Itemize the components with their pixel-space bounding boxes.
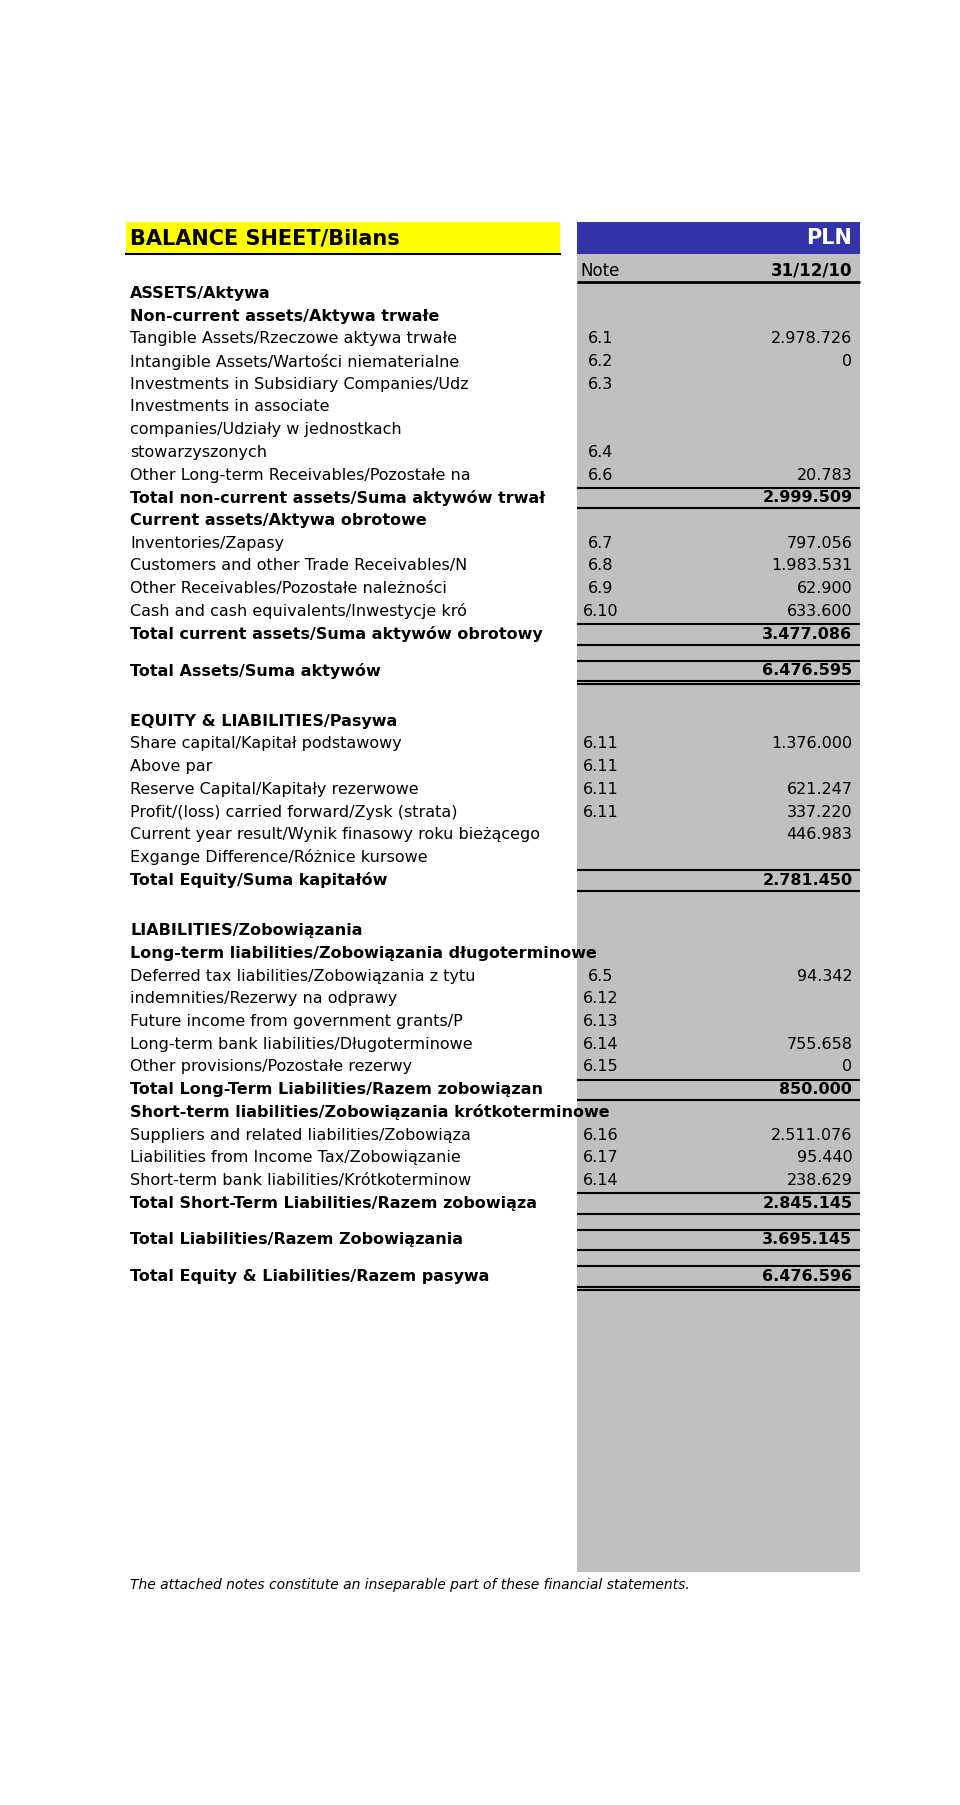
Text: Total non-current assets/Suma aktywów trwał: Total non-current assets/Suma aktywów tr… bbox=[130, 489, 545, 505]
Text: 2.781.450: 2.781.450 bbox=[762, 872, 852, 888]
Text: 31/12/10: 31/12/10 bbox=[771, 262, 852, 280]
Text: Tangible Assets/Rzeczowe aktywa trwałe: Tangible Assets/Rzeczowe aktywa trwałe bbox=[130, 332, 457, 347]
Text: 6.7: 6.7 bbox=[588, 536, 613, 551]
Text: 0: 0 bbox=[842, 1060, 852, 1074]
Text: Other Long-term Receivables/Pozostałe na: Other Long-term Receivables/Pozostałe na bbox=[130, 467, 470, 482]
Text: Short-term liabilities/Zobowiązania krótkoterminowe: Short-term liabilities/Zobowiązania krót… bbox=[130, 1105, 610, 1121]
Text: 6.476.596: 6.476.596 bbox=[762, 1269, 852, 1283]
Text: Intangible Assets/Wartości niematerialne: Intangible Assets/Wartości niematerialne bbox=[130, 354, 459, 370]
Bar bbox=[577, 255, 860, 1572]
Text: 3.695.145: 3.695.145 bbox=[762, 1233, 852, 1247]
Text: Investments in Subsidiary Companies/Udz: Investments in Subsidiary Companies/Udz bbox=[130, 377, 468, 392]
Text: Current assets/Aktywa obrotowe: Current assets/Aktywa obrotowe bbox=[130, 513, 427, 529]
Text: Total Long-Term Liabilities/Razem zobowiązan: Total Long-Term Liabilities/Razem zobowi… bbox=[130, 1081, 543, 1097]
Text: 6.6: 6.6 bbox=[588, 467, 613, 482]
Text: indemnities/Rezerwy na odprawy: indemnities/Rezerwy na odprawy bbox=[130, 991, 397, 1005]
Bar bbox=[577, 222, 860, 255]
Text: 2.845.145: 2.845.145 bbox=[762, 1195, 852, 1211]
Text: 94.342: 94.342 bbox=[797, 969, 852, 984]
Text: Exgange Difference/Różnice kursowe: Exgange Difference/Różnice kursowe bbox=[130, 850, 428, 865]
Text: Long-term bank liabilities/Długoterminowe: Long-term bank liabilities/Długoterminow… bbox=[130, 1036, 472, 1052]
Text: 2.978.726: 2.978.726 bbox=[771, 332, 852, 347]
Text: 850.000: 850.000 bbox=[780, 1081, 852, 1097]
Text: Reserve Capital/Kapitały rezerwowe: Reserve Capital/Kapitały rezerwowe bbox=[130, 782, 419, 796]
Text: The attached notes constitute an inseparable part of these financial statements.: The attached notes constitute an insepar… bbox=[130, 1578, 690, 1592]
Text: 2.999.509: 2.999.509 bbox=[762, 491, 852, 505]
Text: Profit/(loss) carried forward/Zysk (strata): Profit/(loss) carried forward/Zysk (stra… bbox=[130, 805, 458, 819]
Text: 6.14: 6.14 bbox=[583, 1173, 618, 1188]
Text: 6.15: 6.15 bbox=[583, 1060, 618, 1074]
Text: 6.1: 6.1 bbox=[588, 332, 613, 347]
Text: 6.14: 6.14 bbox=[583, 1036, 618, 1052]
Text: 6.11: 6.11 bbox=[583, 805, 618, 819]
Text: Inventories/Zapasy: Inventories/Zapasy bbox=[130, 536, 284, 551]
Text: 6.5: 6.5 bbox=[588, 969, 613, 984]
Text: Total Equity/Suma kapitałów: Total Equity/Suma kapitałów bbox=[130, 872, 388, 888]
Text: BALANCE SHEET/Bilans: BALANCE SHEET/Bilans bbox=[130, 227, 399, 247]
Text: 6.17: 6.17 bbox=[583, 1150, 618, 1166]
Text: companies/Udziały w jednostkach: companies/Udziały w jednostkach bbox=[130, 422, 401, 437]
Text: Suppliers and related liabilities/Zobowiąza: Suppliers and related liabilities/Zobowi… bbox=[130, 1128, 471, 1143]
Text: 1.983.531: 1.983.531 bbox=[771, 558, 852, 574]
Text: LIABILITIES/Zobowiązania: LIABILITIES/Zobowiązania bbox=[130, 922, 363, 939]
Text: 3.477.086: 3.477.086 bbox=[762, 626, 852, 641]
Text: 95.440: 95.440 bbox=[797, 1150, 852, 1166]
Text: Investments in associate: Investments in associate bbox=[130, 399, 329, 415]
Text: 6.11: 6.11 bbox=[583, 736, 618, 751]
Text: 62.900: 62.900 bbox=[797, 581, 852, 596]
Text: 20.783: 20.783 bbox=[797, 467, 852, 482]
Text: 6.9: 6.9 bbox=[588, 581, 613, 596]
Text: Total current assets/Suma aktywów obrotowy: Total current assets/Suma aktywów obroto… bbox=[130, 626, 542, 643]
Text: Long-term liabilities/Zobowiązania długoterminowe: Long-term liabilities/Zobowiązania długo… bbox=[130, 946, 597, 960]
Text: ASSETS/Aktywa: ASSETS/Aktywa bbox=[130, 285, 271, 301]
Text: Deferred tax liabilities/Zobowiązania z tytu: Deferred tax liabilities/Zobowiązania z … bbox=[130, 969, 475, 984]
Text: Cash and cash equivalents/Inwestycje kró: Cash and cash equivalents/Inwestycje kró bbox=[130, 603, 467, 619]
Text: 446.983: 446.983 bbox=[786, 827, 852, 843]
Text: 6.12: 6.12 bbox=[583, 991, 618, 1005]
Text: 6.2: 6.2 bbox=[588, 354, 613, 368]
Text: Future income from government grants/P: Future income from government grants/P bbox=[130, 1014, 463, 1029]
Text: 6.10: 6.10 bbox=[583, 605, 618, 619]
Text: Total Equity & Liabilities/Razem pasywa: Total Equity & Liabilities/Razem pasywa bbox=[130, 1269, 490, 1283]
Text: 633.600: 633.600 bbox=[787, 605, 852, 619]
Text: 238.629: 238.629 bbox=[786, 1173, 852, 1188]
Text: 0: 0 bbox=[842, 354, 852, 368]
Text: Above par: Above par bbox=[130, 760, 212, 774]
Text: Other Receivables/Pozostałe należności: Other Receivables/Pozostałe należności bbox=[130, 581, 447, 596]
Bar bbox=[126, 222, 561, 255]
Text: Liabilities from Income Tax/Zobowiązanie: Liabilities from Income Tax/Zobowiązanie bbox=[130, 1150, 461, 1166]
Text: Other provisions/Pozostałe rezerwy: Other provisions/Pozostałe rezerwy bbox=[130, 1060, 412, 1074]
Text: Customers and other Trade Receivables/N: Customers and other Trade Receivables/N bbox=[130, 558, 468, 574]
Text: stowarzyszonych: stowarzyszonych bbox=[130, 444, 267, 460]
Text: 6.4: 6.4 bbox=[588, 444, 613, 460]
Text: 797.056: 797.056 bbox=[786, 536, 852, 551]
Text: 755.658: 755.658 bbox=[786, 1036, 852, 1052]
Text: 6.476.595: 6.476.595 bbox=[762, 662, 852, 679]
Text: 6.13: 6.13 bbox=[583, 1014, 618, 1029]
Text: Note: Note bbox=[581, 262, 620, 280]
Text: 6.11: 6.11 bbox=[583, 782, 618, 796]
Text: 6.3: 6.3 bbox=[588, 377, 613, 392]
Text: Short-term bank liabilities/Krótkoterminow: Short-term bank liabilities/Krótkotermin… bbox=[130, 1173, 471, 1188]
Text: 1.376.000: 1.376.000 bbox=[771, 736, 852, 751]
Text: EQUITY & LIABILITIES/Pasywa: EQUITY & LIABILITIES/Pasywa bbox=[130, 713, 397, 729]
Text: Total Short-Term Liabilities/Razem zobowiąza: Total Short-Term Liabilities/Razem zobow… bbox=[130, 1195, 537, 1211]
Text: 6.8: 6.8 bbox=[588, 558, 613, 574]
Text: Total Liabilities/Razem Zobowiązania: Total Liabilities/Razem Zobowiązania bbox=[130, 1233, 463, 1247]
Text: 2.511.076: 2.511.076 bbox=[771, 1128, 852, 1143]
Text: 621.247: 621.247 bbox=[786, 782, 852, 796]
Text: 6.16: 6.16 bbox=[583, 1128, 618, 1143]
Text: 6.11: 6.11 bbox=[583, 760, 618, 774]
Text: PLN: PLN bbox=[806, 227, 852, 247]
Text: Share capital/Kapitał podstawowy: Share capital/Kapitał podstawowy bbox=[130, 736, 402, 751]
Text: Non-current assets/Aktywa trwałe: Non-current assets/Aktywa trwałe bbox=[130, 309, 440, 323]
Text: Total Assets/Suma aktywów: Total Assets/Suma aktywów bbox=[130, 662, 381, 679]
Text: Current year result/Wynik finasowy roku bieżącego: Current year result/Wynik finasowy roku … bbox=[130, 827, 540, 843]
Text: 337.220: 337.220 bbox=[787, 805, 852, 819]
